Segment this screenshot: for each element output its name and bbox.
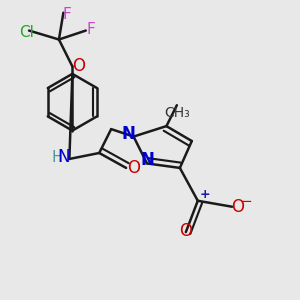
Text: F: F: [63, 7, 71, 22]
Text: Cl: Cl: [19, 25, 34, 40]
Text: F: F: [87, 22, 95, 37]
Text: CH₃: CH₃: [165, 106, 190, 120]
Text: +: +: [200, 188, 211, 201]
Text: N: N: [58, 148, 70, 166]
Text: O: O: [179, 222, 192, 240]
Text: −: −: [239, 194, 252, 209]
Text: N: N: [140, 152, 154, 169]
Text: O: O: [127, 159, 140, 177]
Text: O: O: [232, 198, 244, 216]
Text: N: N: [121, 125, 135, 143]
Text: O: O: [72, 57, 86, 75]
Text: H: H: [51, 150, 63, 165]
